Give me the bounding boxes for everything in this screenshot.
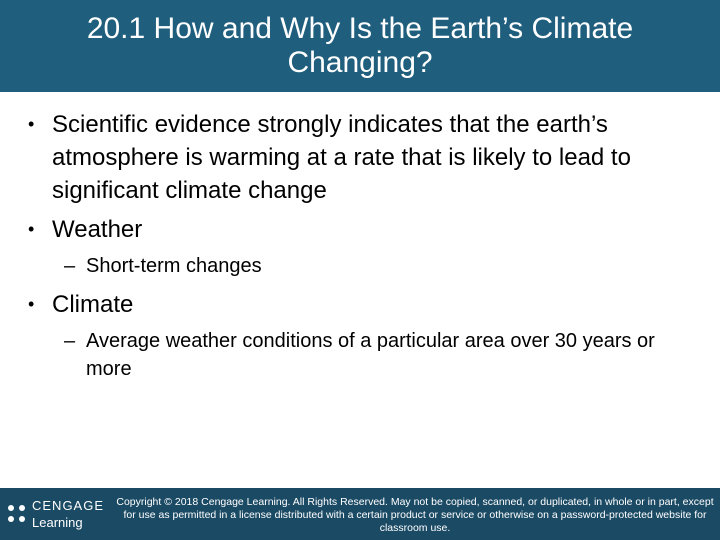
bullet-list: Scientific evidence strongly indicates t… — [0, 108, 720, 391]
header: 20.1 How and Why Is the Earth’s Climate … — [0, 0, 720, 92]
bullet: Scientific evidence strongly indicates t… — [28, 108, 702, 207]
logo-sub: Learning — [32, 515, 83, 530]
bullet: Climate — [28, 288, 702, 321]
logo-icon — [8, 505, 25, 522]
title: 20.1 How and Why Is the Earth’s Climate … — [86, 12, 634, 79]
sub-bullet: Average weather conditions of a particul… — [64, 327, 696, 383]
sub-bullet: Short-term changes — [64, 252, 696, 280]
bullet: Weather — [28, 213, 702, 246]
footer: CENGAGE Learning Copyright © 2018 Cengag… — [0, 488, 720, 540]
logo-brand: CENGAGE — [32, 498, 105, 513]
copyright: Copyright © 2018 Cengage Learning. All R… — [116, 496, 714, 534]
